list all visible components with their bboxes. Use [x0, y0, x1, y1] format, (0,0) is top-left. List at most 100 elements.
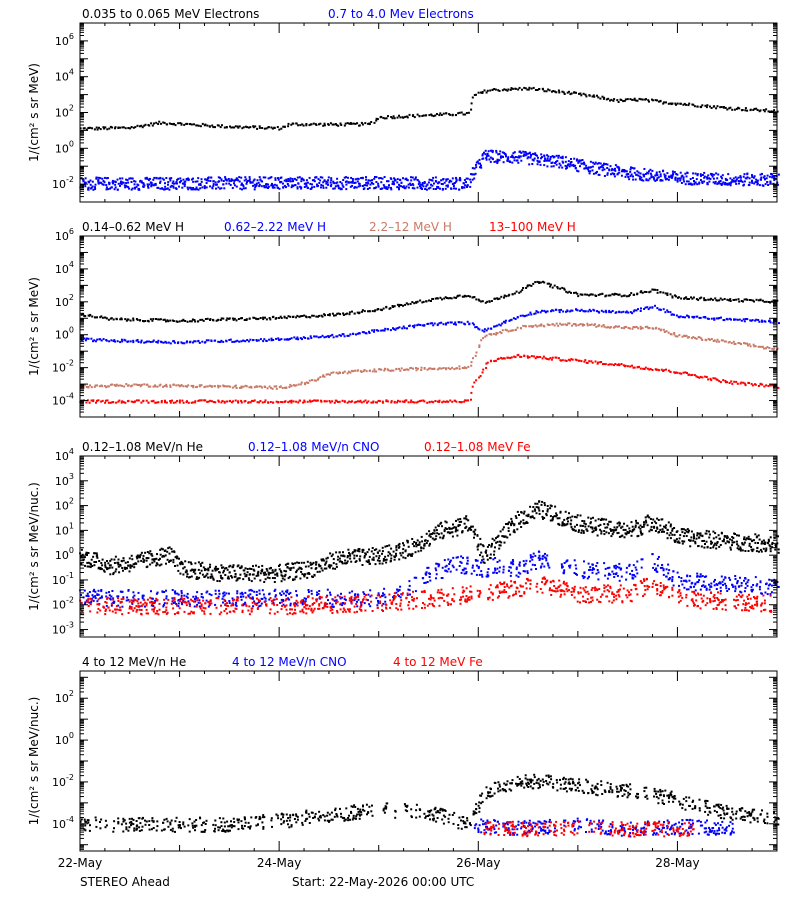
data-point [274, 178, 277, 181]
data-point [687, 315, 690, 318]
data-point [129, 564, 132, 567]
data-point [328, 564, 331, 567]
data-point [258, 176, 261, 179]
data-point [574, 515, 576, 518]
data-point [372, 556, 375, 559]
data-point [546, 510, 549, 513]
data-point [84, 315, 87, 318]
data-point [454, 530, 457, 533]
data-point [732, 177, 735, 180]
data-point [245, 385, 248, 388]
data-point [212, 184, 215, 187]
data-point [463, 186, 466, 189]
data-point [505, 523, 507, 525]
data-point [445, 179, 448, 182]
data-point [548, 282, 551, 285]
data-point [614, 325, 617, 328]
data-point [236, 578, 239, 581]
data-point [452, 523, 454, 526]
data-point [741, 549, 744, 552]
data-point [257, 181, 260, 184]
data-point [333, 314, 335, 317]
data-point [738, 182, 740, 185]
data-point [444, 400, 447, 403]
data-point [739, 546, 742, 549]
data-point [547, 88, 550, 91]
data-point [451, 177, 454, 180]
data-point [374, 176, 376, 178]
data-point [356, 605, 359, 608]
data-point [585, 528, 588, 531]
data-point [232, 564, 235, 567]
data-point [541, 309, 543, 312]
data-point [124, 127, 127, 130]
data-point [152, 605, 155, 607]
data-point [756, 535, 759, 538]
data-point [555, 308, 558, 311]
data-point [120, 180, 123, 183]
data-point [122, 126, 125, 129]
data-point [144, 123, 147, 126]
data-point [671, 295, 674, 298]
data-point [204, 399, 207, 402]
data-point [240, 401, 243, 404]
data-point [400, 181, 403, 184]
data-point [327, 336, 330, 339]
data-point [88, 181, 91, 184]
data-point [100, 315, 103, 318]
data-point [389, 552, 391, 555]
data-point [186, 592, 189, 595]
data-point [267, 183, 269, 186]
data-point [507, 356, 510, 359]
data-point [623, 99, 626, 102]
data-point [502, 156, 504, 158]
data-point [713, 182, 716, 185]
data-point [304, 383, 307, 386]
data-point [248, 589, 251, 592]
data-point [312, 314, 315, 317]
data-point [619, 522, 621, 525]
data-point [552, 90, 555, 92]
data-point [516, 316, 519, 319]
data-point [283, 125, 286, 128]
data-point [281, 590, 284, 593]
data-point [638, 175, 641, 178]
data-point [469, 295, 472, 298]
data-point [217, 595, 220, 598]
data-point [697, 545, 700, 548]
data-point [249, 593, 252, 596]
data-point [737, 298, 740, 301]
data-point [274, 177, 277, 180]
data-point [258, 126, 261, 129]
data-point [656, 174, 659, 177]
data-point [258, 385, 261, 388]
data-point [432, 401, 435, 404]
data-point [107, 385, 110, 388]
data-point [380, 115, 383, 118]
data-point [184, 571, 187, 574]
data-point [545, 514, 548, 517]
data-point [588, 360, 591, 363]
data-point [224, 176, 227, 179]
data-point [618, 171, 621, 174]
data-point [628, 527, 631, 530]
data-point [321, 559, 323, 562]
data-point [204, 123, 207, 126]
data-point [172, 186, 175, 189]
data-point [686, 314, 688, 317]
data-point [171, 319, 174, 322]
data-point [229, 125, 231, 128]
data-point [716, 378, 719, 381]
data-point [537, 506, 540, 509]
data-point [355, 186, 358, 189]
data-point [704, 104, 707, 107]
data-point [728, 382, 731, 384]
data-point [450, 321, 453, 324]
data-point [281, 401, 284, 404]
data-point [133, 183, 136, 186]
data-point [192, 568, 195, 571]
data-point [115, 568, 118, 571]
data-point [623, 169, 626, 171]
data-point [501, 535, 504, 538]
data-point [764, 541, 767, 544]
